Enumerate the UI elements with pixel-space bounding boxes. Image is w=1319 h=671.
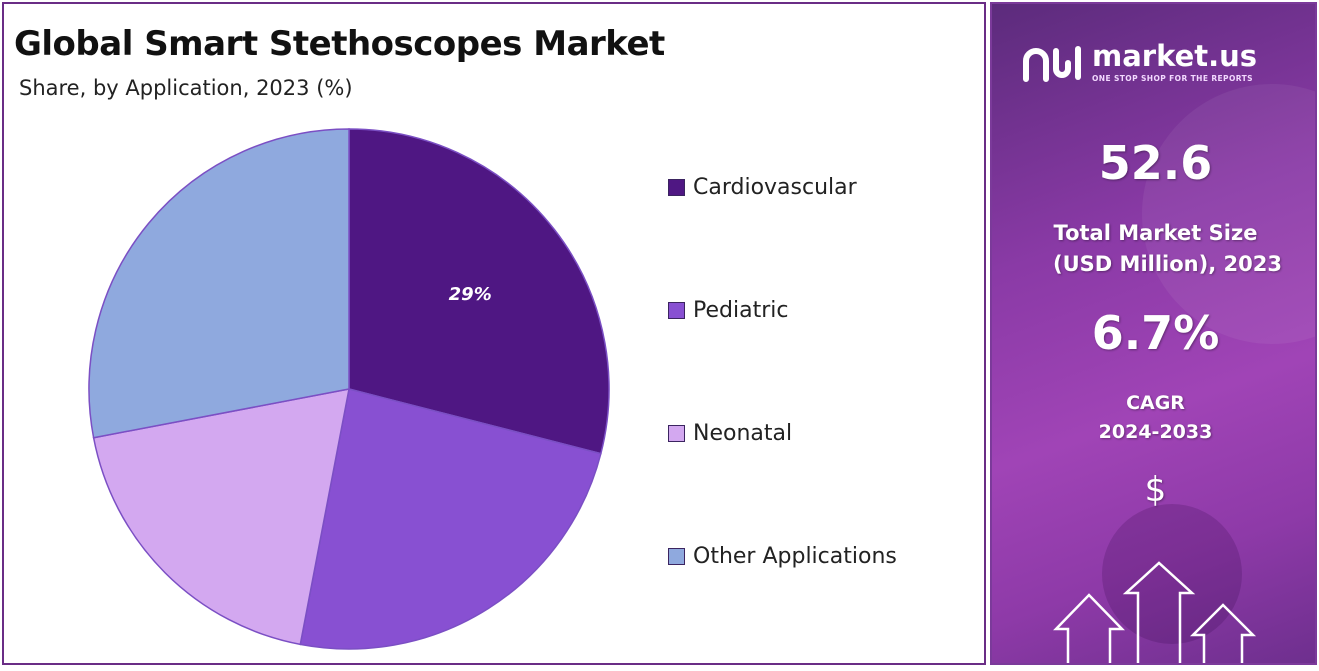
legend-swatch — [668, 424, 685, 442]
legend-item: Cardiovascular — [668, 172, 857, 202]
legend-item: Neonatal — [668, 418, 792, 448]
pie-slice-neonatal — [92, 388, 350, 646]
legend-label: Neonatal — [693, 420, 793, 446]
legend-swatch — [668, 547, 685, 565]
pie-slice-pediatric — [299, 388, 602, 650]
cagr-value: 6.7% — [1091, 306, 1220, 360]
brand-name: market.us — [1092, 39, 1258, 73]
chart-subtitle: Share, by Application, 2023 (%) — [19, 76, 353, 100]
legend-label: Pediatric — [693, 297, 789, 323]
market-size-label-line2: (USD Million), 2023 — [1053, 252, 1282, 276]
pie-slice-other-applications — [88, 128, 350, 439]
pie-data-label: 29% — [449, 284, 492, 305]
market-us-logo-icon — [1023, 45, 1081, 82]
pie-slice-cardiovascular — [348, 128, 610, 455]
legend-item: Pediatric — [668, 295, 788, 325]
brand-tagline: ONE STOP SHOP FOR THE REPORTS — [1092, 74, 1253, 83]
cagr-period: 2024-2033 — [1098, 421, 1213, 443]
background-decoration — [1142, 84, 1315, 344]
legend-item: Other Applications — [668, 541, 897, 571]
legend-label: Other Applications — [693, 543, 897, 569]
legend-label: Cardiovascular — [693, 174, 857, 200]
pie-chart: 29% — [88, 128, 610, 650]
cagr-label: CAGR — [1126, 392, 1185, 414]
summary-panel: market.us ONE STOP SHOP FOR THE REPORTS … — [990, 2, 1317, 665]
dollar-icon: $ — [1144, 470, 1167, 510]
chart-title: Global Smart Stethoscopes Market — [14, 24, 665, 64]
brand-logo: market.us ONE STOP SHOP FOR THE REPORTS — [1022, 42, 1257, 83]
growth-arrows-icon — [1053, 561, 1257, 663]
chart-panel: Global Smart Stethoscopes Market Share, … — [2, 2, 986, 665]
legend-swatch — [668, 301, 685, 319]
market-size-label-line1: Total Market Size — [1053, 221, 1258, 245]
market-size-value: 52.6 — [1098, 136, 1213, 190]
legend-swatch — [668, 178, 685, 196]
